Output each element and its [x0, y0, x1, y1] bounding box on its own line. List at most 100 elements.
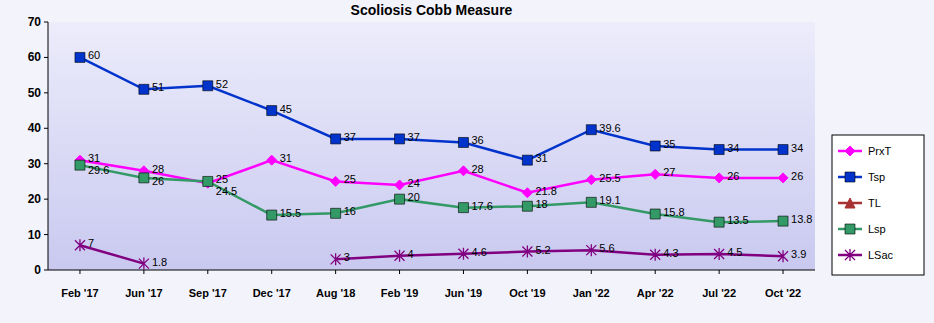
- data-label: 31: [535, 152, 547, 164]
- x-tick-label: Oct '19: [509, 287, 545, 299]
- title: Scoliosis Cobb Measure: [351, 2, 513, 18]
- data-label: 26: [727, 170, 739, 182]
- legend-marker: [845, 146, 855, 156]
- data-label: 4.5: [727, 246, 742, 258]
- series-marker: [267, 106, 277, 116]
- x-tick-label: Apr '22: [637, 287, 674, 299]
- data-label: 4.3: [663, 247, 678, 259]
- x-tick-label: Sep '17: [189, 287, 227, 299]
- y-tick: [44, 270, 48, 271]
- legend-label: Lsp: [868, 223, 886, 235]
- series-line: [80, 57, 783, 160]
- series-marker: [395, 250, 405, 262]
- legend-label: PrxT: [868, 145, 892, 157]
- data-label: 31: [88, 152, 100, 164]
- legend: PrxTTspTLLspLSac: [832, 135, 924, 275]
- data-label: 18: [535, 198, 547, 210]
- series-marker: [586, 244, 596, 256]
- series-marker: [714, 217, 724, 227]
- series-marker: [139, 84, 149, 94]
- data-label: 26: [791, 170, 803, 182]
- x-tick: [143, 270, 144, 274]
- x-tick-label: Aug '18: [316, 287, 355, 299]
- data-label: 25: [216, 173, 228, 185]
- series-line: [80, 160, 783, 193]
- series-marker: [331, 134, 341, 144]
- series-marker: [522, 201, 532, 211]
- x-tick: [655, 270, 656, 274]
- data-label: 45: [280, 103, 292, 115]
- y-tick: [44, 128, 48, 129]
- x-tick: [335, 270, 336, 274]
- data-label: 15.8: [663, 206, 684, 218]
- data-label: 36: [471, 134, 483, 146]
- x-tick: [783, 270, 784, 274]
- series-marker: [522, 246, 532, 258]
- y-tick: [44, 234, 48, 235]
- data-label: 35: [663, 138, 675, 150]
- series-marker: [650, 209, 660, 219]
- series-marker: [714, 145, 724, 155]
- x-tick: [79, 270, 80, 274]
- series-marker: [586, 175, 596, 185]
- series-marker: [522, 155, 532, 165]
- data-label: 28: [152, 163, 164, 175]
- x-tick-label: Jun '19: [445, 287, 482, 299]
- series-marker: [458, 203, 468, 213]
- y-tick: [44, 199, 48, 200]
- legend-label: TL: [868, 197, 881, 209]
- data-label: 17.6: [471, 200, 492, 212]
- legend-label: Tsp: [868, 171, 885, 183]
- series-marker: [395, 194, 405, 204]
- data-label: 15.5: [280, 207, 301, 219]
- x-tick-label: Jun '17: [125, 287, 162, 299]
- y-tick-label: 0: [34, 263, 41, 277]
- series-line: [80, 165, 783, 222]
- data-labels: 312824.53125242821.825.52726266051524537…: [88, 49, 813, 267]
- data-label: 60: [88, 49, 100, 61]
- y-tick-label: 50: [28, 86, 42, 100]
- series-marker: [778, 145, 788, 155]
- series-marker: [586, 125, 596, 135]
- series-marker: [267, 155, 277, 165]
- series-marker: [458, 137, 468, 147]
- x-axis: [48, 270, 815, 271]
- y-tick: [44, 163, 48, 164]
- x-tick: [463, 270, 464, 274]
- data-label: 27: [663, 166, 675, 178]
- x-tick-label: Jul '22: [702, 287, 736, 299]
- plot-area: [48, 22, 815, 270]
- data-label: 13.8: [791, 213, 812, 225]
- y-tick: [44, 92, 48, 93]
- chart: Scoliosis Cobb Measure010203040506070Feb…: [0, 0, 934, 323]
- data-label: 3: [344, 251, 350, 263]
- y-tick: [44, 22, 48, 23]
- series-marker: [714, 248, 724, 260]
- series-marker: [75, 52, 85, 62]
- y-tick-label: 30: [28, 157, 42, 171]
- data-label: 26: [152, 175, 164, 187]
- series-marker: [75, 160, 85, 170]
- x-tick: [207, 270, 208, 274]
- data-label: 28: [471, 163, 483, 175]
- series-marker: [778, 216, 788, 226]
- data-label: 4: [408, 248, 414, 260]
- x-tick: [719, 270, 720, 274]
- series-marker: [650, 169, 660, 179]
- series-marker: [714, 173, 724, 183]
- data-label: 24.5: [216, 185, 237, 197]
- data-label: 52: [216, 78, 228, 90]
- series-marker: [522, 188, 532, 198]
- legend-marker: [845, 198, 855, 208]
- series-marker: [331, 208, 341, 218]
- series-marker: [778, 250, 788, 262]
- data-label: 20: [408, 191, 420, 203]
- series-line: [80, 245, 783, 263]
- legend-marker: [845, 249, 855, 261]
- series-marker: [650, 249, 660, 261]
- series-marker: [395, 180, 405, 190]
- series-marker: [331, 176, 341, 186]
- legend-marker: [845, 224, 855, 234]
- series-marker: [586, 197, 596, 207]
- data-label: 7: [88, 237, 94, 249]
